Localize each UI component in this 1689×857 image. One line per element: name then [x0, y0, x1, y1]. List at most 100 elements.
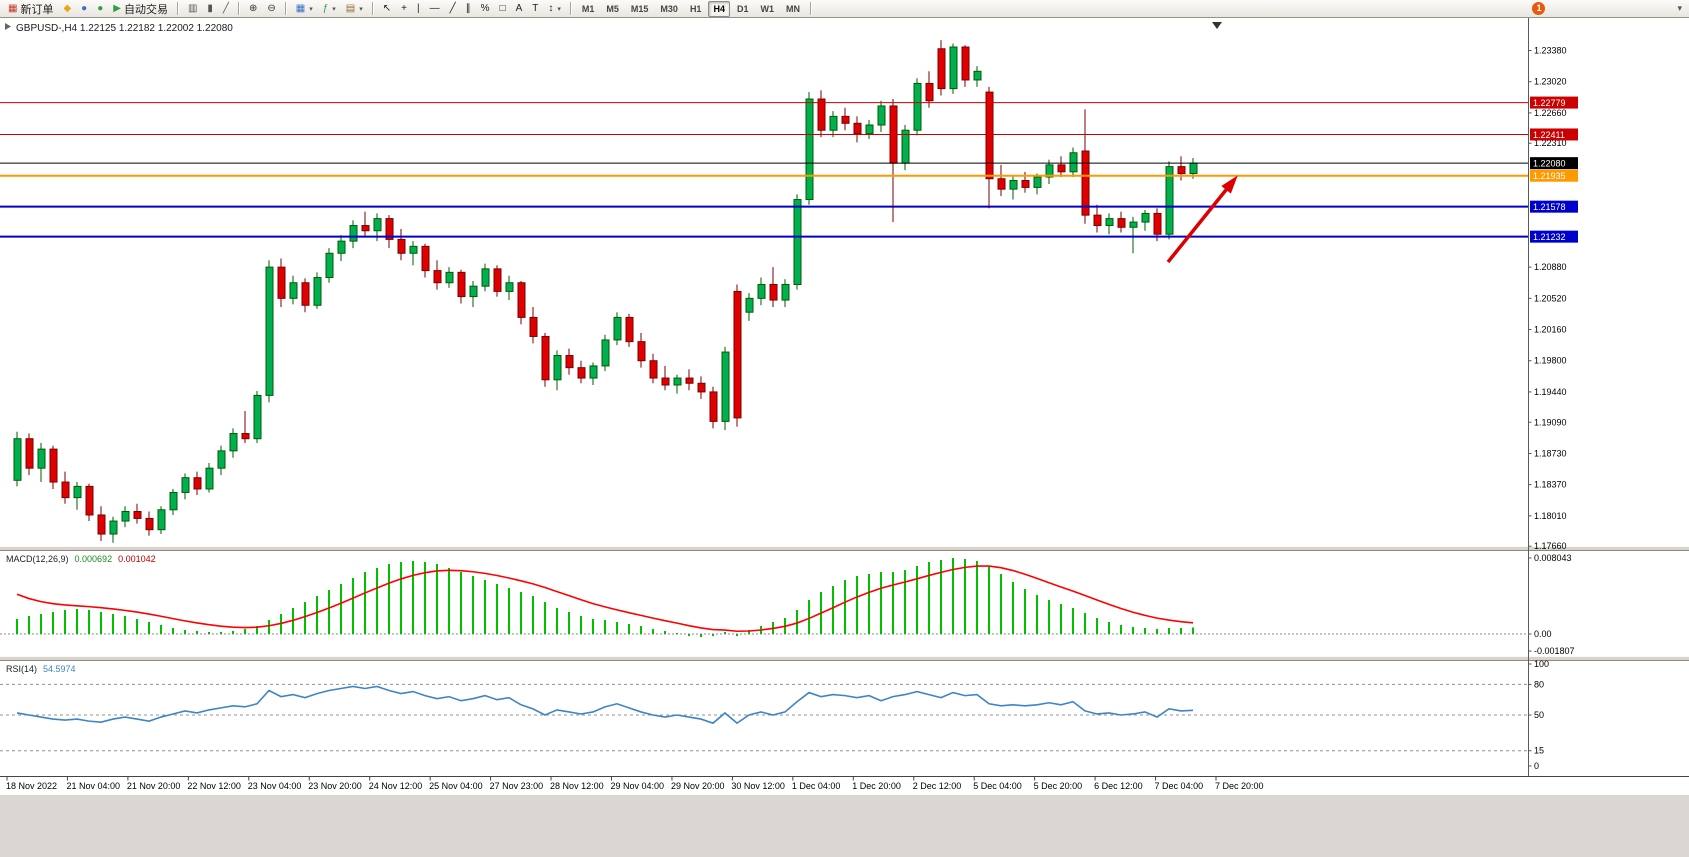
pane-divider[interactable] — [0, 656, 1689, 661]
svg-text:1.18730: 1.18730 — [1534, 448, 1567, 458]
text-tool-icon: A — [515, 2, 523, 14]
label-tool-button[interactable]: T — [528, 1, 542, 16]
svg-text:0.00: 0.00 — [1534, 629, 1552, 639]
timeframe-button-m30[interactable]: M30 — [655, 1, 683, 17]
timeframe-toolbar: M1 M5 M15 M30 H1 H4 D1 W1 MN — [576, 0, 806, 17]
macd-axis[interactable]: 0.008043 0.00 -0.001807 — [1528, 553, 1575, 656]
community-button[interactable]: ● — [77, 1, 91, 16]
chart-shift-marker[interactable] — [1212, 22, 1222, 29]
rsi-axis[interactable]: 100 80 50 15 0 — [1528, 659, 1550, 771]
horizontal-line-tool-icon: — — [429, 2, 440, 14]
svg-text:100: 100 — [1534, 659, 1549, 669]
svg-text:1.21578: 1.21578 — [1533, 202, 1566, 212]
line-chart-button[interactable]: ╱ — [219, 1, 233, 16]
timeframe-button-m5[interactable]: M5 — [601, 1, 624, 17]
timeframe-button-h4[interactable]: H4 — [708, 0, 730, 17]
timeframe-button-w1[interactable]: W1 — [755, 1, 779, 17]
vertical-line-tool-button[interactable]: | — [413, 1, 424, 16]
horizontal-line-tool-button[interactable]: — — [426, 1, 444, 16]
tile-windows-button[interactable]: ▦ ▾ — [292, 1, 317, 16]
svg-text:1.18370: 1.18370 — [1534, 480, 1567, 490]
macd-signal-line — [16, 565, 1194, 633]
new-order-icon: ▦ — [8, 2, 18, 14]
svg-text:23 Nov 04:00: 23 Nov 04:00 — [248, 781, 302, 791]
trendline-tool-button[interactable]: ╱ — [446, 1, 460, 16]
timeframe-button-mn[interactable]: MN — [781, 1, 805, 17]
bar-chart-button[interactable]: ▥ — [184, 1, 201, 16]
svg-text:1.22080: 1.22080 — [1533, 159, 1566, 169]
label-tool-icon: T — [532, 2, 539, 14]
channel-tool-button[interactable]: ∥ — [462, 1, 475, 16]
chevron-down-icon: ▾ — [332, 5, 336, 13]
templates-button[interactable]: ▤ ▾ — [342, 1, 367, 16]
candlestick-chart-button[interactable]: ▮ — [203, 1, 217, 16]
one-click-trading-toggle[interactable] — [5, 23, 11, 30]
svg-text:24 Nov 12:00: 24 Nov 12:00 — [369, 781, 423, 791]
toolbar-separator — [809, 2, 812, 15]
arrows-tool-button[interactable]: ↕ ▾ — [544, 1, 565, 16]
autotrade-button[interactable]: ▶ 自动交易 — [109, 1, 172, 16]
cursor-tool-button[interactable]: ↖ — [379, 1, 395, 16]
indicators-icon: ƒ — [322, 2, 329, 14]
timeframe-button-h1[interactable]: H1 — [685, 1, 707, 17]
text-tool-button[interactable]: A — [512, 1, 527, 16]
support-icon: ● — [97, 2, 104, 14]
svg-text:21 Nov 04:00: 21 Nov 04:00 — [66, 781, 120, 791]
chevron-down-icon: ▾ — [557, 5, 561, 13]
svg-text:1.20160: 1.20160 — [1534, 325, 1567, 335]
svg-text:1.22310: 1.22310 — [1534, 138, 1567, 148]
fibonacci-tool-button[interactable]: % — [477, 1, 494, 16]
shapes-tool-button[interactable]: □ — [496, 1, 510, 16]
macd-histogram — [16, 558, 1194, 637]
new-order-button[interactable]: ▦ 新订单 — [4, 1, 57, 16]
arrows-tool-icon: ↕ — [548, 2, 554, 14]
tile-windows-icon: ▦ — [295, 2, 306, 14]
svg-text:1.22779: 1.22779 — [1533, 98, 1566, 108]
workspace-background — [0, 795, 1689, 857]
trendline-tool-icon: ╱ — [449, 2, 456, 14]
svg-text:1.20520: 1.20520 — [1534, 293, 1567, 303]
chevron-down-icon: ▾ — [309, 5, 313, 13]
indicators-button[interactable]: ƒ ▾ — [319, 1, 340, 16]
pane-divider[interactable] — [0, 546, 1689, 551]
zoom-out-button[interactable]: ⊖ — [263, 1, 279, 16]
community-icon: ● — [81, 2, 88, 14]
chevron-down-icon: ▾ — [359, 5, 363, 13]
svg-text:18 Nov 2022: 18 Nov 2022 — [6, 781, 57, 791]
rsi-line — [16, 685, 1194, 725]
svg-text:21 Nov 20:00: 21 Nov 20:00 — [127, 781, 181, 791]
timeframe-button-d1[interactable]: D1 — [732, 1, 754, 17]
price-tag-1.21232: 1.21232 — [1530, 230, 1578, 243]
svg-text:1.22411: 1.22411 — [1533, 130, 1565, 140]
svg-text:1.21935: 1.21935 — [1533, 171, 1566, 181]
notification-badge[interactable]: 1 — [1532, 2, 1546, 15]
annotation-arrow[interactable] — [1166, 175, 1238, 264]
svg-text:7 Dec 20:00: 7 Dec 20:00 — [1215, 781, 1264, 791]
crosshair-tool-button[interactable]: + — [397, 1, 411, 16]
toolbar-overflow-button[interactable]: ▾ — [1673, 3, 1686, 14]
timeframe-button-m1[interactable]: M1 — [577, 1, 600, 17]
svg-text:28 Nov 12:00: 28 Nov 12:00 — [550, 781, 604, 791]
svg-text:1.22660: 1.22660 — [1534, 108, 1567, 118]
svg-text:25 Nov 04:00: 25 Nov 04:00 — [429, 781, 483, 791]
price-chart-canvas[interactable]: 1.23380 1.23020 1.22660 1.22310 1.20880 1.205… — [0, 18, 1689, 795]
price-axis[interactable]: 1.23380 1.23020 1.22660 1.22310 1.20880 1.205… — [1528, 45, 1567, 551]
fibonacci-tool-icon: % — [480, 2, 490, 14]
price-tag-1.22411: 1.22411 — [1530, 128, 1578, 141]
toolbar-buttons: ▦ 新订单 ◆ ● ● ▶ 自动交易 ▥ ▮ ╱ ⊕ ⊖ ▦ ▾ ƒ ▾ ▤ ▾ ↖ + | — ╱ ∥% □ A T ↕ ▾ — [3, 1, 576, 16]
time-axis[interactable]: 18 Nov 2022 21 Nov 04:00 21 Nov 20:00 22 No… — [6, 776, 1264, 792]
candlestick-chart-icon: ▮ — [207, 2, 213, 14]
zoom-in-button[interactable]: ⊕ — [245, 1, 261, 16]
price-tag-1.22080: 1.22080 — [1530, 157, 1578, 170]
svg-text:80: 80 — [1534, 679, 1544, 689]
toolbar-separator — [284, 2, 287, 15]
rsi-label: RSI(14) 54.5974 — [6, 664, 76, 674]
svg-text:1.23020: 1.23020 — [1534, 77, 1567, 87]
svg-text:2 Dec 12:00: 2 Dec 12:00 — [913, 781, 962, 791]
svg-text:1.19440: 1.19440 — [1534, 387, 1567, 397]
support-button[interactable]: ● — [93, 1, 107, 16]
svg-text:27 Nov 23:00: 27 Nov 23:00 — [490, 781, 544, 791]
timeframe-button-m15[interactable]: M15 — [626, 1, 654, 17]
alerts-button[interactable]: ◆ — [59, 1, 75, 16]
price-tag-1.21935: 1.21935 — [1530, 169, 1578, 182]
